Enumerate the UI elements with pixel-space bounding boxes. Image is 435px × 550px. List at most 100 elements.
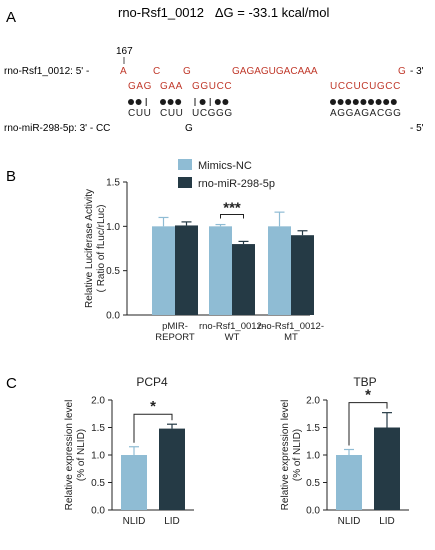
pcp4-chart: PCP4 0.0 0.5 1.0 1.5 2.0 Relative expression l…	[64, 375, 194, 527]
y-tick-label: 1.5	[106, 178, 120, 189]
bar	[159, 428, 185, 510]
rsf1-paired-4: UCCUCUGCC	[330, 81, 401, 92]
x-tick-label: NLID	[123, 516, 146, 527]
x-tick-label-line: MT	[284, 332, 298, 343]
y-axis-label: Relative Luciferase Activity( Ratio of f…	[84, 189, 107, 308]
rsf1-bulge-5: G	[398, 66, 406, 77]
rsf1-paired-3: GGUCC	[192, 81, 232, 92]
rsf1-paired-2: GAA	[160, 81, 183, 92]
pairing-dot	[167, 99, 174, 105]
pairing-dot	[214, 99, 221, 105]
y-tick-label: 1.0	[106, 222, 120, 233]
pairing-dot	[383, 99, 390, 105]
significance-label: *	[365, 387, 371, 404]
mir-paired-4: AGGAGACGG	[330, 108, 402, 119]
chart-title: TBP	[353, 375, 376, 389]
y-tick-label: 1.0	[91, 451, 105, 462]
panel-a-label: A	[6, 9, 16, 26]
rsf1-bulge-2: C	[153, 66, 160, 77]
x-tick-label-line: pMIR-	[162, 321, 188, 332]
x-tick-label-line: REPORT	[155, 332, 195, 343]
rsf1-end: - 3'	[410, 66, 424, 77]
y-axis-label-line2: (% of NLID)	[76, 429, 87, 481]
rsf1-bulge-4: GAGAGUGACAAA	[232, 66, 318, 77]
bar	[121, 455, 147, 510]
y-axis-label-line2: ( Ratio of fLuc/rLuc)	[96, 205, 107, 293]
bar	[232, 244, 255, 315]
y-tick-label: 2.0	[91, 396, 105, 407]
y-tick-label: 0.5	[306, 478, 320, 489]
panel-b-label: B	[6, 168, 16, 185]
y-tick-label: 0.0	[306, 506, 320, 517]
x-tick-label-line: rno-Rsf1_0012-	[199, 321, 265, 332]
y-axis-label-line1: Relative expression level	[64, 400, 75, 511]
mir-end: - 5'	[410, 123, 424, 134]
y-tick-label: 1.0	[306, 451, 320, 462]
bar	[175, 225, 198, 315]
pairing-dot	[368, 99, 374, 105]
pairing-dot	[390, 99, 397, 105]
panel-a-title: rno-Rsf1_0012 ΔG = -33.1 kcal/mol	[118, 5, 329, 20]
legend-label: Mimics-NC	[198, 160, 252, 172]
chart-title: PCP4	[136, 375, 168, 389]
y-tick-label: 0.5	[91, 478, 105, 489]
x-tick-label: NLID	[338, 516, 361, 527]
pairing-marks	[128, 98, 397, 106]
position-marker: 167	[116, 46, 133, 57]
pairing-dot	[199, 99, 206, 105]
y-axis-label: Relative expression level(% of NLID)	[64, 400, 87, 511]
mir-paired-1: CUU	[128, 108, 151, 119]
y-tick-label: 2.0	[306, 396, 320, 407]
pairing-dot	[360, 99, 367, 105]
y-axis-label-line1: Relative Luciferase Activity	[84, 189, 95, 308]
pairing-dot	[352, 99, 359, 105]
legend-swatch	[178, 177, 192, 188]
legend-swatch	[178, 159, 192, 170]
significance-bracket	[348, 402, 388, 446]
bar	[209, 226, 232, 315]
bar	[336, 455, 362, 510]
x-tick-label: pMIR-REPORT	[155, 321, 195, 343]
y-axis-label-line2: (% of NLID)	[292, 429, 303, 481]
pairing-dot	[222, 99, 229, 105]
significance-bracket	[133, 413, 173, 443]
x-tick-label: rno-Rsf1_0012-WT	[199, 321, 265, 343]
panel-a: A rno-Rsf1_0012 ΔG = -33.1 kcal/mol 167 …	[4, 5, 424, 134]
pairing-dot	[337, 99, 344, 105]
y-tick-label: 0.0	[91, 506, 105, 517]
bar	[152, 226, 175, 315]
y-tick-label: 0.5	[106, 266, 120, 277]
rsf1-paired-1: GAG	[128, 81, 152, 92]
mir-label: rno-miR-298-5p: 3' - CC	[4, 123, 110, 134]
rsf1-bulge-1: A	[120, 66, 127, 77]
y-axis-label-line1: Relative expression level	[280, 400, 291, 511]
mir-paired-2: CUU	[160, 108, 183, 119]
bar	[374, 427, 400, 510]
x-tick-label: LID	[164, 516, 180, 527]
pairing-dot	[135, 99, 142, 105]
pairing-dot	[175, 99, 182, 105]
y-axis-label: Relative expression level(% of NLID)	[280, 400, 303, 511]
pairing-dot	[375, 99, 382, 105]
significance-label: ***	[223, 200, 241, 217]
legend-label: rno-miR-298-5p	[198, 178, 275, 190]
pairing-dot	[160, 99, 166, 105]
x-tick-label-line: rno-Rsf1_0012-	[258, 321, 324, 332]
rsf1-label: rno-Rsf1_0012: 5' -	[4, 66, 89, 77]
pairing-dot	[345, 99, 352, 105]
y-tick-label: 1.5	[91, 423, 105, 434]
significance-label: *	[150, 398, 156, 415]
panel-c-label: C	[6, 375, 17, 392]
y-tick-label: 1.5	[306, 423, 320, 434]
bar	[291, 235, 314, 315]
rsf1-bulge-3: G	[183, 66, 191, 77]
x-tick-label: LID	[379, 516, 395, 527]
bar	[268, 226, 291, 315]
significance-bracket	[220, 214, 244, 219]
pairing-dot	[128, 99, 134, 105]
pairing-dot	[330, 99, 336, 105]
mir-paired-3: UCGGG	[192, 108, 233, 119]
